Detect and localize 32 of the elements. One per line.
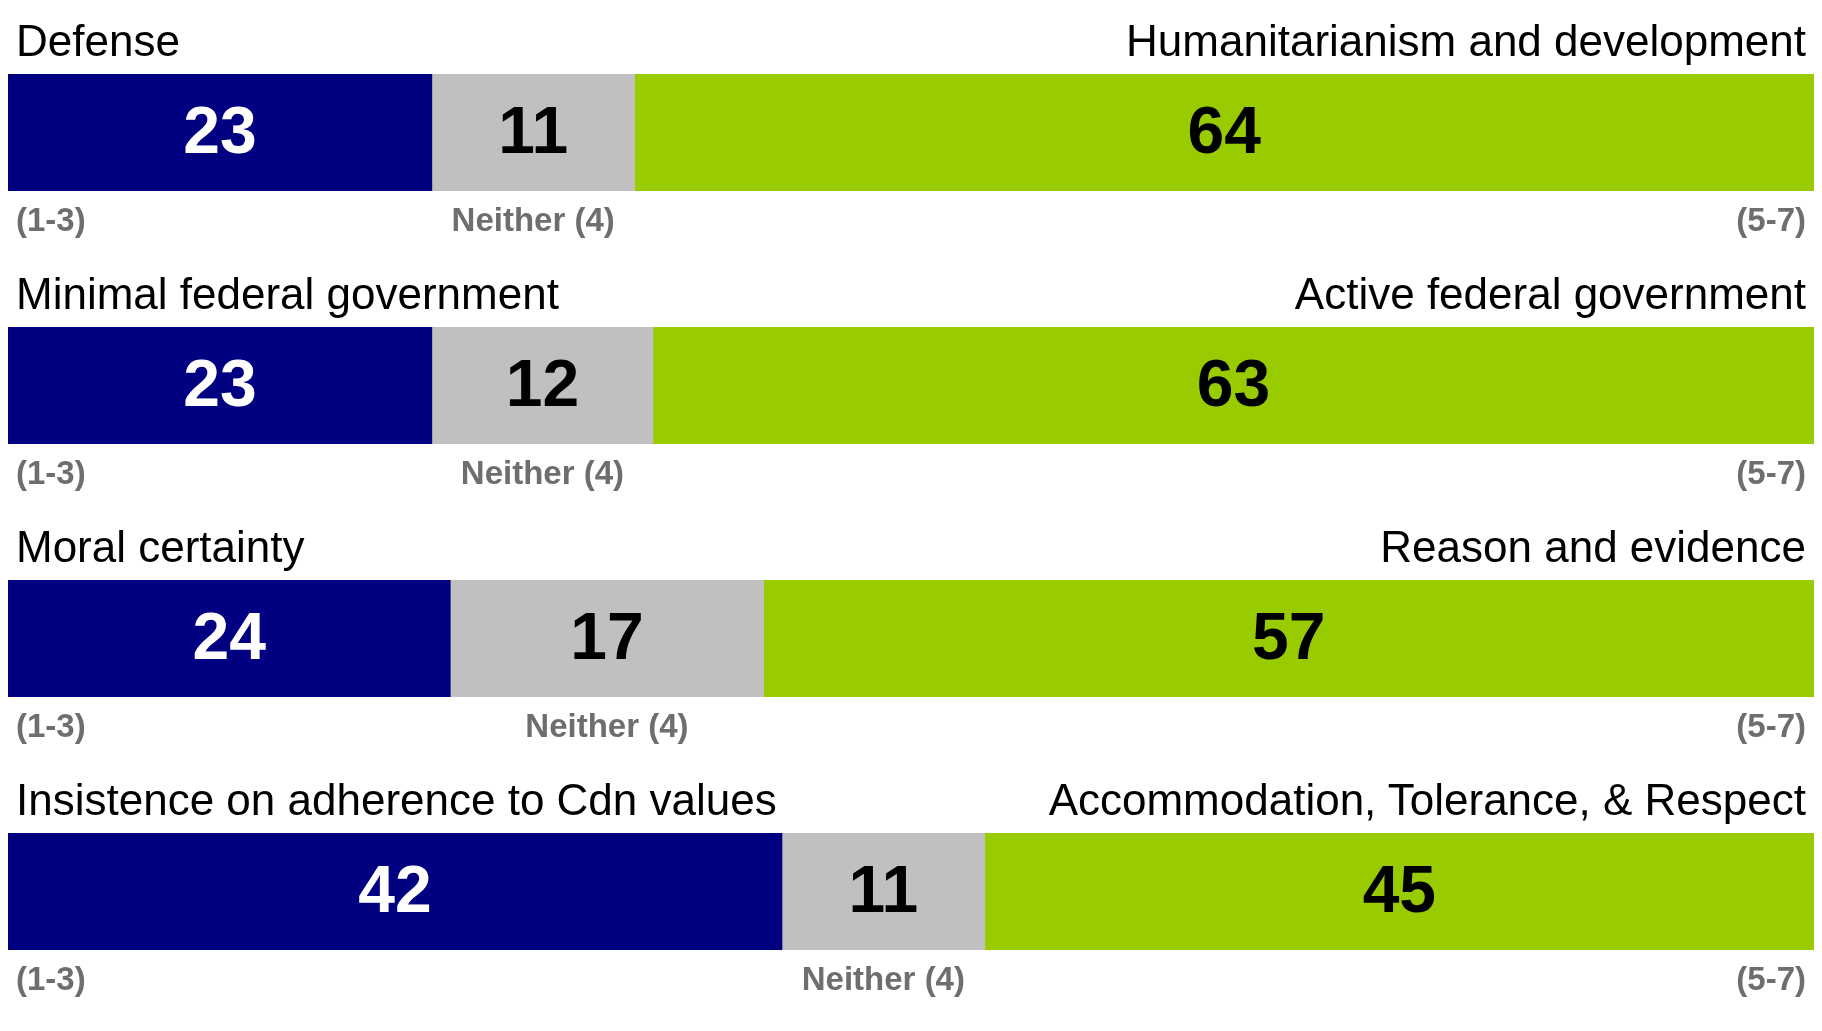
series-label: (1-3) bbox=[16, 453, 86, 491]
data-label: 57 bbox=[1252, 598, 1326, 673]
text: Humanitarianism and development bbox=[1126, 16, 1806, 66]
data-label: 42 bbox=[358, 851, 432, 926]
text: Active federal government bbox=[1294, 269, 1806, 319]
series-label: (5-7) bbox=[1736, 959, 1806, 997]
series-label: (1-3) bbox=[16, 200, 86, 238]
data-label: 17 bbox=[570, 598, 644, 673]
data-label: 12 bbox=[505, 345, 580, 420]
series-label: Neither (4) bbox=[451, 200, 615, 238]
data-label: 63 bbox=[1196, 345, 1271, 420]
data-label: 11 bbox=[498, 92, 569, 167]
text: Reason and evidence bbox=[1380, 522, 1806, 572]
text: Accommodation, Tolerance, & Respect bbox=[1048, 775, 1806, 825]
text: Insistence on adherence to Cdn values bbox=[16, 775, 777, 825]
data-label: 11 bbox=[848, 851, 919, 926]
series-label: (1-3) bbox=[16, 959, 86, 997]
data-label: 23 bbox=[183, 345, 257, 420]
data-label: 64 bbox=[1187, 92, 1262, 167]
series-label: (1-3) bbox=[16, 706, 86, 744]
text: Moral certainty bbox=[16, 522, 305, 572]
data-label: 45 bbox=[1362, 851, 1437, 926]
series-label: Neither (4) bbox=[801, 959, 965, 997]
text: Defense bbox=[16, 16, 180, 66]
series-label: (5-7) bbox=[1736, 200, 1806, 238]
series-label: Neither (4) bbox=[460, 453, 625, 491]
series-label: (5-7) bbox=[1736, 706, 1806, 744]
series-label: (5-7) bbox=[1736, 453, 1806, 491]
data-label: 24 bbox=[192, 598, 267, 673]
text: Minimal federal government bbox=[16, 269, 559, 319]
data-label: 23 bbox=[183, 92, 257, 167]
series-label: Neither (4) bbox=[525, 706, 689, 744]
